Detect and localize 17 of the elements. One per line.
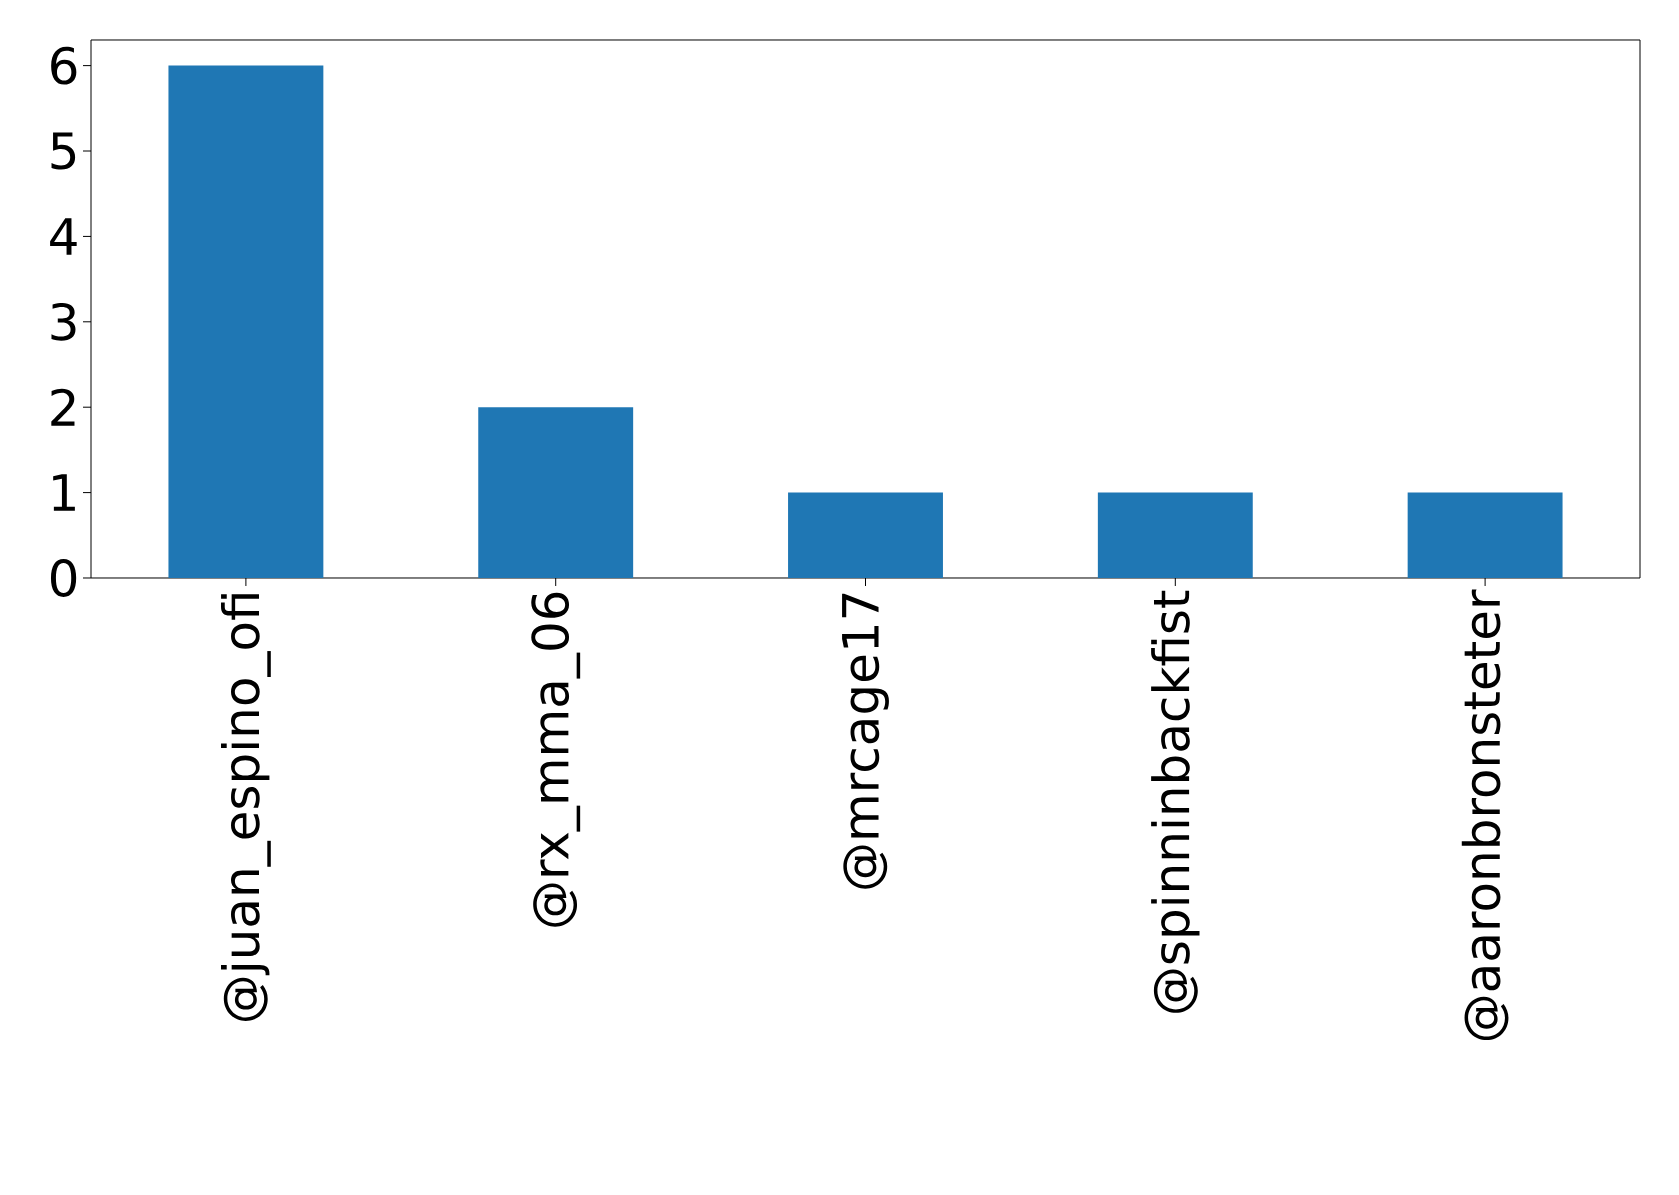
- y-tick-label: 3: [51, 302, 76, 341]
- y-tick-label: 5: [51, 132, 76, 170]
- x-tick-label: @spinninbackfist: [1151, 590, 1200, 1013]
- x-tick-label: @rx_mma_06: [531, 592, 581, 927]
- y-tick-label: 0: [50, 559, 77, 597]
- bar: [788, 492, 943, 578]
- bar: [1097, 492, 1253, 578]
- y-tick-label: 6: [51, 46, 77, 85]
- y-tick-label: 1: [53, 474, 75, 511]
- x-tick-label: @aaronbronsteter: [1461, 589, 1509, 1041]
- y-tick-label: 4: [50, 218, 77, 255]
- bar: [168, 65, 324, 578]
- x-tick-label: @mrcage17: [842, 593, 889, 889]
- bar: [1407, 492, 1563, 578]
- y-tick-label: 2: [51, 388, 75, 426]
- x-tick-label: @juan_espino_ofi: [221, 594, 271, 1021]
- bar: [478, 407, 634, 578]
